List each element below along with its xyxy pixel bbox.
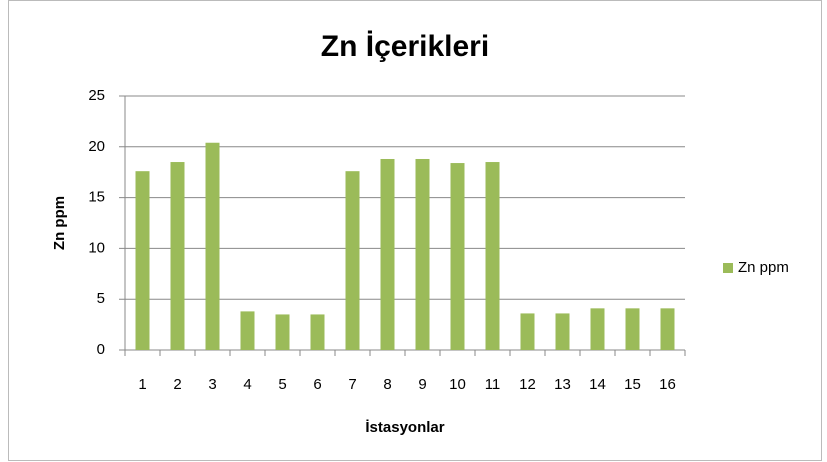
bar bbox=[380, 158, 395, 350]
y-tick-label: 25 bbox=[88, 87, 105, 104]
x-tick-label: 13 bbox=[554, 376, 571, 393]
y-tick-label: 5 bbox=[97, 290, 105, 307]
x-tick-label: 12 bbox=[519, 376, 536, 393]
x-tick-label: 2 bbox=[173, 376, 181, 393]
bar bbox=[485, 162, 500, 350]
bar bbox=[345, 171, 360, 350]
y-axis-title: Zn ppm bbox=[51, 196, 68, 250]
y-tick-label: 10 bbox=[88, 239, 105, 256]
bar bbox=[555, 313, 570, 350]
x-tick-label: 1 bbox=[138, 376, 146, 393]
chart-border bbox=[8, 0, 822, 461]
x-tick-label: 10 bbox=[449, 376, 466, 393]
bar bbox=[310, 314, 325, 350]
x-tick-label: 7 bbox=[348, 376, 356, 393]
x-axis-title: İstasyonlar bbox=[365, 419, 444, 436]
bar bbox=[275, 314, 290, 350]
x-tick-label: 11 bbox=[485, 376, 501, 393]
bar bbox=[520, 313, 535, 350]
x-tick-label: 9 bbox=[418, 376, 426, 393]
y-tick-label: 15 bbox=[88, 189, 105, 206]
x-tick-label: 6 bbox=[313, 376, 321, 393]
x-tick-label: 14 bbox=[589, 376, 606, 393]
bar bbox=[590, 308, 605, 350]
x-tick-label: 16 bbox=[659, 376, 676, 393]
x-tick-label: 3 bbox=[208, 376, 216, 393]
bar bbox=[240, 311, 255, 350]
bar bbox=[135, 171, 150, 350]
legend-swatch bbox=[723, 263, 733, 273]
bar bbox=[205, 142, 220, 350]
y-tick-label: 0 bbox=[97, 341, 105, 358]
chart-title: Zn İçerikleri bbox=[321, 30, 489, 63]
bar bbox=[660, 308, 675, 350]
x-tick-label: 8 bbox=[383, 376, 391, 393]
bar bbox=[415, 158, 430, 350]
legend-label: Zn ppm bbox=[738, 259, 789, 276]
bar bbox=[625, 308, 640, 350]
y-tick-label: 20 bbox=[88, 138, 105, 155]
x-tick-label: 4 bbox=[243, 376, 251, 393]
x-tick-label: 15 bbox=[624, 376, 641, 393]
bar bbox=[450, 163, 465, 350]
bar bbox=[170, 162, 185, 350]
x-tick-label: 5 bbox=[278, 376, 286, 393]
